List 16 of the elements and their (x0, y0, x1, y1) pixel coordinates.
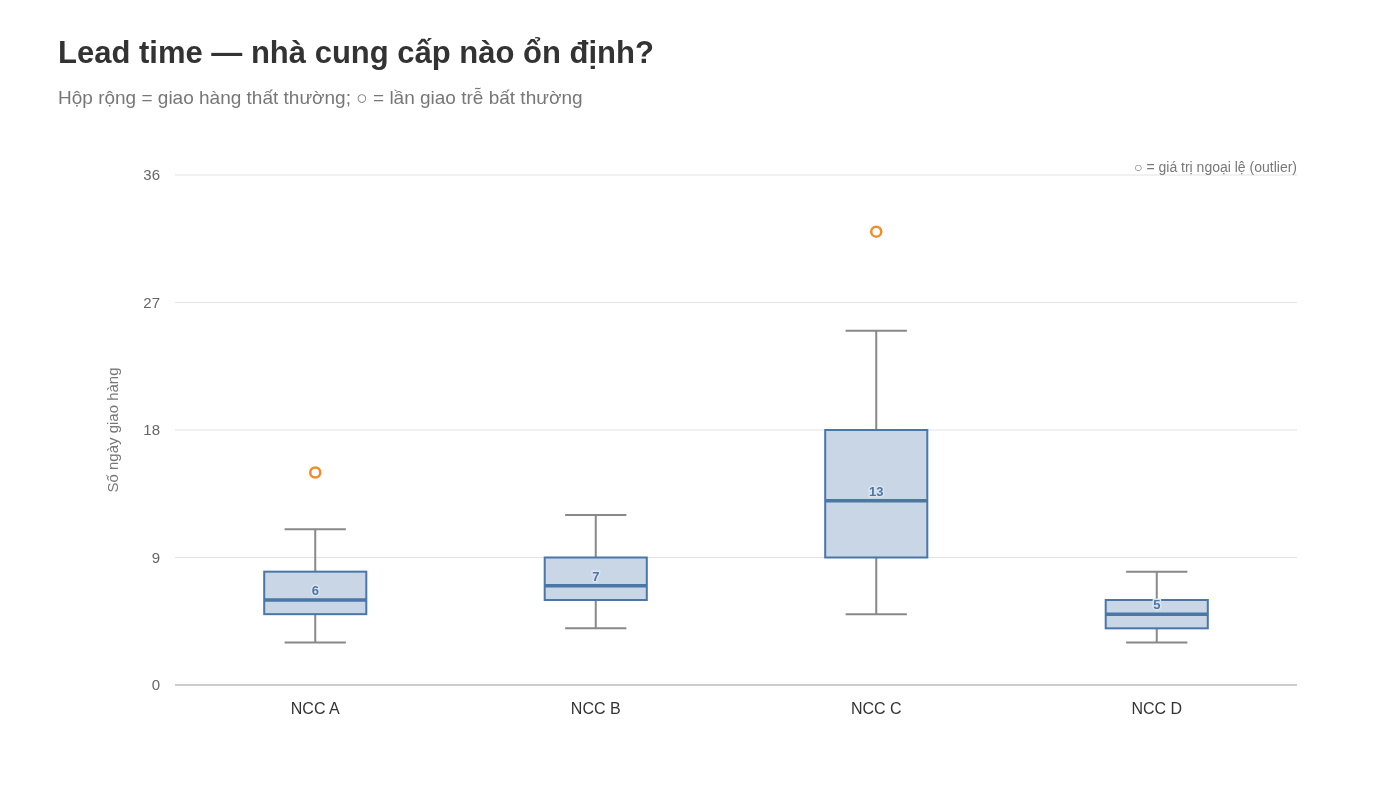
annotation: ○ = giá trị ngoại lệ (outlier) (1134, 159, 1297, 175)
x-tick-label: NCC C (850, 700, 902, 717)
x-tick-label: NCC B (570, 700, 621, 717)
text: 6 (311, 583, 319, 598)
x-tick-label: NCC D (1131, 700, 1183, 717)
x-tick-label: NCC A (290, 700, 341, 717)
chart-subtitle: Hộp rộng = giao hàng thất thường; ○ = lần giao trễ bất thường (58, 87, 583, 108)
y-tick-label: 18 (143, 421, 160, 438)
y-tick-label: 27 (143, 293, 160, 311)
text: 7 (592, 568, 600, 584)
y-tick-label: 0 (151, 676, 160, 693)
y-tick-label: 9 (151, 548, 160, 566)
text: 13 (869, 483, 884, 499)
chart-title: Lead time — nhà cung cấp nào ổn định? (58, 35, 654, 70)
y-axis-title: Số ngày giao hàng (104, 367, 121, 493)
y-tick-label: 36 (143, 166, 160, 183)
